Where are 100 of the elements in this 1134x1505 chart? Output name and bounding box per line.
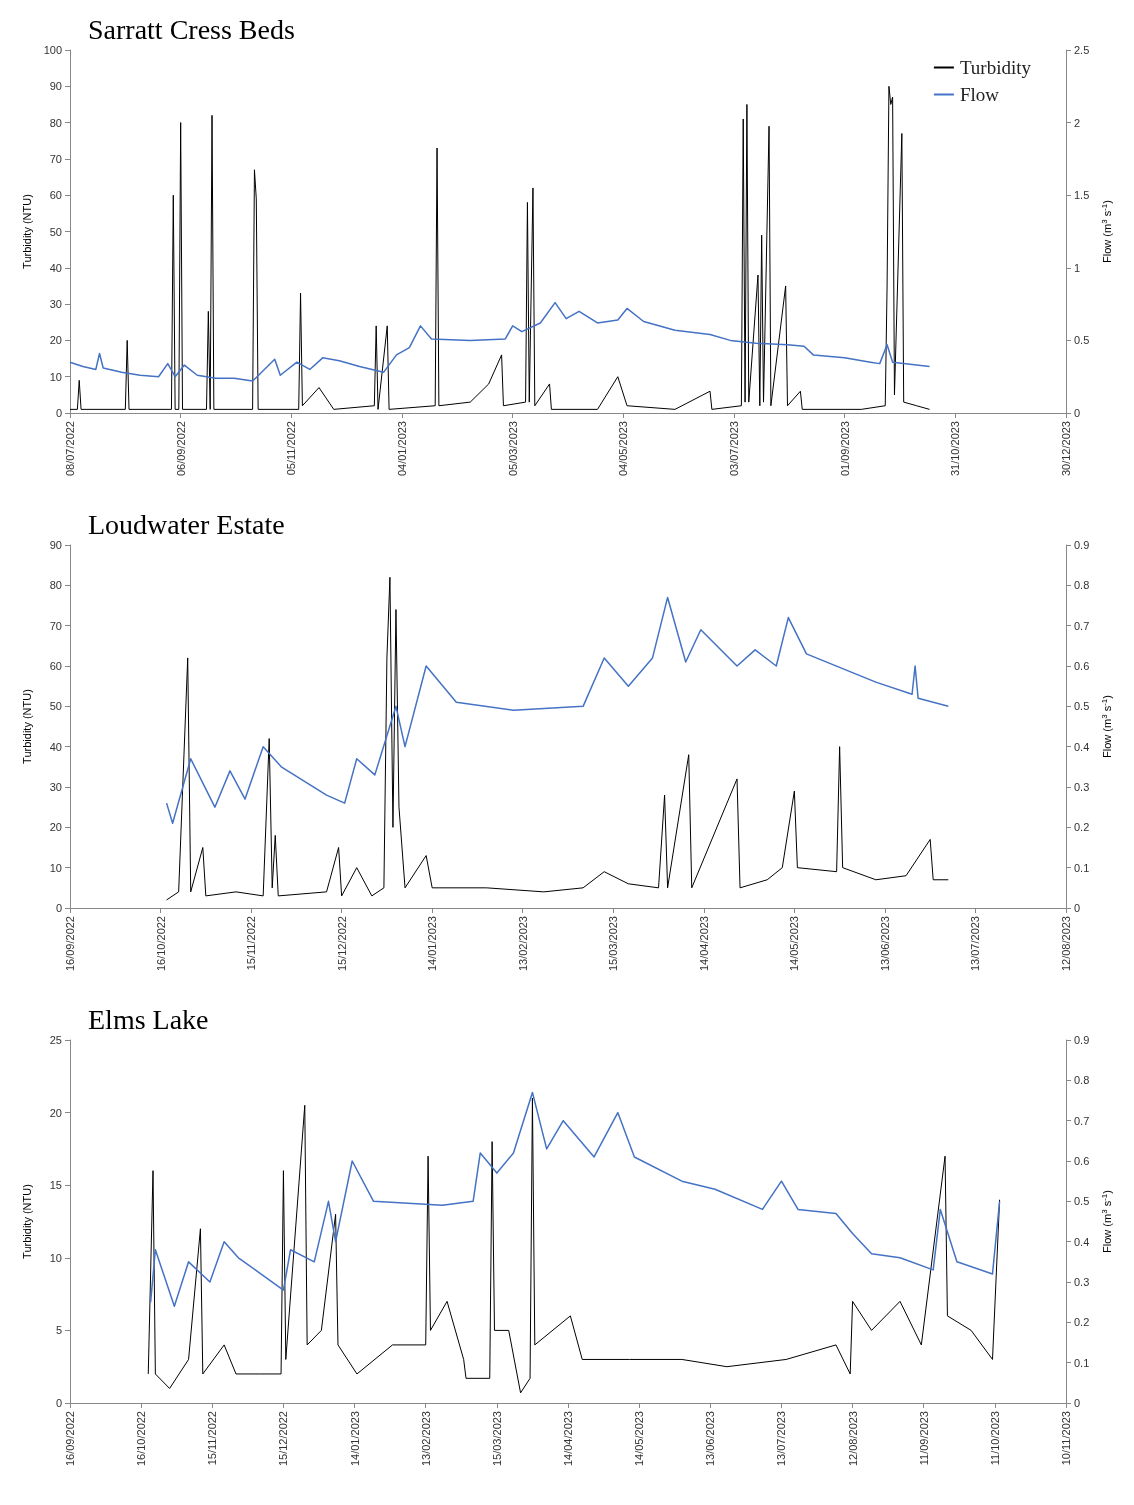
x-tick-label: 13/07/2023 [969,916,982,972]
y-tick-label: 60 [49,189,62,202]
y-tick-label: 0 [55,407,62,419]
y2-tick-label: 0.9 [1074,539,1090,551]
chart-title: Loudwater Estate [88,508,285,540]
y-tick-label: 5 [55,1324,62,1337]
y-tick-label: 10 [49,370,62,383]
x-tick-label: 15/12/2022 [277,1411,290,1467]
y-tick-label: 0 [55,902,62,914]
y-tick-label: 40 [49,740,62,753]
y2-tick-label: 0.2 [1074,821,1090,834]
y2-tick-label: 0.5 [1074,334,1090,347]
y-tick-label: 10 [49,1251,62,1264]
y-tick-label: 80 [49,116,62,129]
y-tick-label: 10 [49,861,62,874]
x-tick-label: 05/03/2023 [506,421,519,477]
y-tick-label: 70 [49,619,62,632]
y-tick-label: 50 [49,700,62,713]
y-tick-label: 60 [49,660,62,672]
y2-tick-label: 0.6 [1074,660,1090,672]
x-tick-label: 05/11/2022 [285,421,298,476]
y-tick-label: 20 [49,1106,62,1119]
x-tick-label: 16/10/2022 [135,1411,148,1467]
y2-tick-label: 0.4 [1074,1235,1090,1248]
y-tick-label: 100 [43,44,62,56]
y-tick-label: 30 [49,781,62,793]
y-tick-label: 90 [49,539,62,551]
x-tick-label: 15/03/2023 [490,1411,503,1467]
x-tick-label: 08/07/2022 [64,421,76,477]
line-series [69,301,931,382]
y-tick-label: 50 [49,225,62,238]
y-tick-label: 80 [49,579,62,592]
y2-tick-label: 0 [1074,407,1081,419]
x-tick-label: 13/02/2023 [419,1411,432,1467]
x-tick-label: 12/08/2023 [1060,916,1072,972]
y-tick-label: 20 [49,334,62,347]
y2-tick-label: 0.8 [1074,1074,1090,1087]
y-tick-label: 40 [49,261,62,274]
x-tick-label: 13/06/2023 [878,916,891,972]
legend-label: Turbidity [959,57,1032,78]
y-tick-label: 20 [49,821,62,834]
y2-tick-label: 0.4 [1074,740,1090,753]
x-tick-label: 16/09/2022 [64,1411,76,1467]
y2-tick-label: 0.5 [1074,700,1090,713]
y-axis-title: Turbidity (NTU) [20,194,33,269]
x-tick-label: 14/04/2023 [697,916,710,972]
y2-tick-label: 0.5 [1074,1195,1090,1208]
y2-tick-label: 0 [1074,1397,1081,1409]
x-tick-label: 03/07/2023 [728,421,740,477]
x-tick-label: 14/01/2023 [348,1411,361,1467]
x-tick-label: 14/05/2023 [633,1411,646,1467]
y2-tick-label: 1 [1074,261,1081,274]
x-tick-label: 01/09/2023 [838,421,851,477]
x-tick-label: 16/09/2022 [64,916,76,972]
x-tick-label: 13/02/2023 [516,916,529,972]
y2-tick-label: 0.9 [1074,1034,1090,1046]
y2-tick-label: 2.5 [1074,44,1090,56]
y2-tick-label: 0.6 [1074,1155,1090,1167]
chart-title: Sarratt Cress Beds [88,13,295,45]
y-tick-label: 15 [49,1179,62,1192]
legend-label: Flow [959,84,1000,105]
x-tick-label: 14/01/2023 [426,916,439,972]
line-series [147,1097,1001,1394]
x-tick-label: 04/05/2023 [617,421,630,477]
line-series [165,596,950,825]
x-tick-label: 31/10/2023 [949,421,962,477]
x-tick-label: 13/06/2023 [704,1411,717,1467]
x-tick-label: 16/10/2022 [154,916,167,972]
line-series [69,85,931,410]
y-tick-label: 90 [49,80,62,93]
x-tick-label: 14/05/2023 [788,916,801,972]
x-tick-label: 14/04/2023 [562,1411,574,1467]
y2-tick-label: 0.3 [1074,781,1090,793]
line-series [149,1091,1001,1307]
x-tick-label: 30/12/2023 [1060,421,1072,477]
x-tick-label: 15/11/2022 [206,1411,219,1466]
x-tick-label: 06/09/2022 [174,421,187,477]
x-tick-label: 15/03/2023 [607,916,620,972]
y-tick-label: 0 [55,1397,62,1409]
y-tick-label: 70 [49,152,62,165]
line-series [166,576,949,901]
y-axis-title: Turbidity (NTU) [20,689,33,764]
y2-tick-label: 0.1 [1074,861,1090,874]
x-tick-label: 11/10/2023 [988,1411,1001,1466]
y2-tick-label: 0 [1074,902,1081,914]
y2-tick-label: 0.3 [1074,1276,1090,1288]
y2-tick-label: 0.8 [1074,579,1090,592]
y2-tick-label: 0.7 [1074,619,1090,632]
y-axis-title: Turbidity (NTU) [20,1184,33,1259]
x-tick-label: 12/08/2023 [846,1411,859,1467]
x-tick-label: 10/11/2023 [1060,1411,1072,1466]
x-tick-label: 15/11/2022 [245,916,258,971]
y2-tick-label: 0.1 [1074,1356,1090,1369]
x-tick-label: 11/09/2023 [917,1411,930,1466]
x-tick-label: 04/01/2023 [396,421,408,477]
y2-tick-label: 0.7 [1074,1114,1090,1127]
y2-tick-label: 2 [1074,116,1081,129]
y-tick-label: 25 [49,1034,62,1046]
x-tick-label: 13/07/2023 [775,1411,788,1467]
y2-tick-label: 1.5 [1074,189,1090,202]
